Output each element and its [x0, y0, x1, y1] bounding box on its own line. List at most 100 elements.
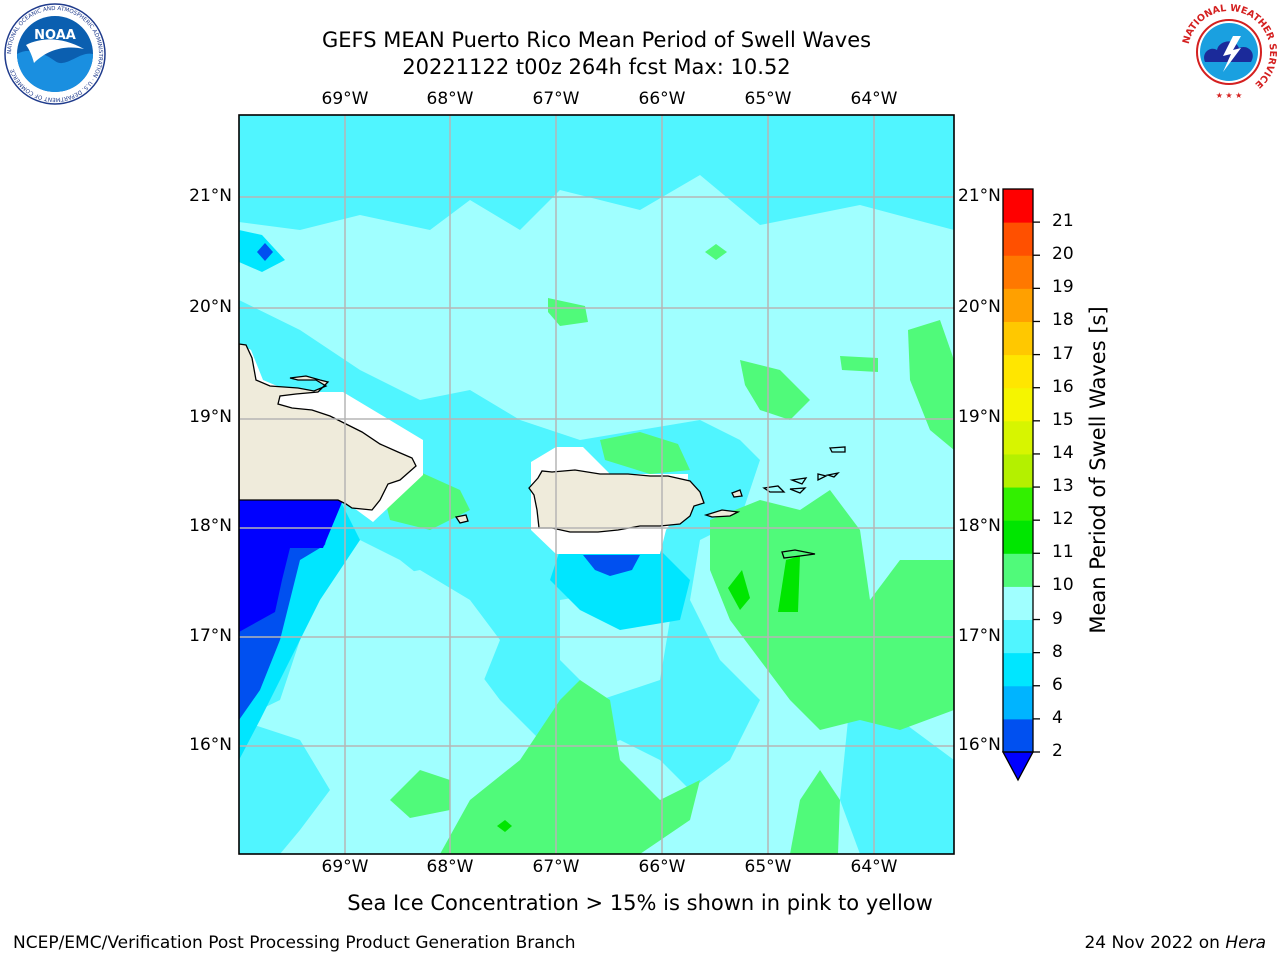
colorbar-swatch: [1003, 453, 1033, 488]
map-frame: [238, 114, 955, 855]
field-zone-9-10s: [908, 320, 954, 450]
colorbar-tick-label: 4: [1052, 707, 1063, 728]
field-zone-2-4s: [583, 555, 640, 576]
colorbar-tick-label: 2: [1052, 741, 1063, 761]
lat-label-right: 16°N: [958, 735, 1001, 755]
colorbar-swatch: [1003, 420, 1033, 455]
colorbar-tick-label: 20: [1052, 244, 1074, 265]
lon-label-top: 64°W: [850, 89, 898, 109]
colorbar-swatch: [1003, 685, 1033, 720]
field-zone-10-11s: [728, 570, 750, 610]
colorbar-tick-label: 11: [1052, 542, 1074, 563]
lon-label-bottom: 67°W: [532, 857, 580, 877]
field-zone-9-10s: [600, 432, 690, 474]
lat-label-left: 20°N: [189, 297, 232, 317]
lon-label-bottom: 65°W: [744, 857, 792, 877]
lat-label-right: 20°N: [958, 297, 1001, 317]
sea-ice-note: Sea Ice Concentration > 15% is shown in …: [347, 891, 933, 915]
colorbar-swatch: [1003, 387, 1033, 422]
lat-label-left: 21°N: [189, 186, 232, 206]
field-zone-8-9s: [300, 640, 380, 740]
lat-label-right: 18°N: [958, 516, 1001, 536]
colorbar-swatch: [1003, 255, 1033, 289]
lat-label-right: 19°N: [958, 407, 1001, 427]
vieques: [703, 509, 741, 518]
field-zone-10-11s: [497, 820, 512, 832]
map-title: GEFS MEAN Puerto Rico Mean Period of Swe…: [321, 28, 872, 52]
footer-date: 24 Nov 2022 on Hera: [1084, 933, 1266, 953]
colorbar-swatch: [1003, 354, 1033, 389]
swell-period-field: [239, 115, 954, 854]
colorbar-swatch: [1003, 487, 1033, 521]
colorbar-tick-label: 10: [1052, 575, 1074, 596]
hispaniola: [239, 343, 417, 511]
colorbar-label: Mean Period of Swell Waves [s]: [1086, 306, 1110, 634]
field-zone-10-11s: [778, 556, 800, 612]
svg-text:NOAA: NOAA: [34, 28, 76, 43]
colorbar-swatch: [1003, 718, 1033, 753]
field-zone-9-10s: [790, 770, 840, 854]
colorbar-swatch: [1003, 652, 1033, 687]
colorbar-frame: [1002, 188, 1034, 753]
nws-logo: NATIONAL WEATHER SERVICE ★ ★ ★: [1180, 3, 1278, 101]
field-zone-9-10s: [840, 356, 878, 372]
field-zone-9-10s: [740, 360, 810, 420]
field-zone-9-10s: [710, 490, 954, 730]
colorbar-tick-label: 6: [1052, 674, 1063, 695]
lon-label-bottom: 64°W: [850, 857, 898, 877]
colorbar-tick-label: 13: [1052, 476, 1074, 497]
lon-label-bottom: 69°W: [321, 857, 369, 877]
colorbar: [1001, 188, 1040, 782]
colorbar-tick-label: 19: [1052, 277, 1074, 298]
virgin-islands: [762, 446, 846, 559]
colorbar-swatch: [1003, 222, 1033, 256]
lat-label-left: 16°N: [189, 735, 232, 755]
colorbar-swatch: [1003, 586, 1033, 621]
colorbar-swatch: [1003, 520, 1033, 554]
lat-label-left: 18°N: [189, 516, 232, 536]
colorbar-tick-label: 18: [1052, 310, 1074, 331]
colorbar-swatch: [1003, 321, 1033, 356]
field-zone-under-2s: [239, 500, 343, 632]
graticule: [239, 115, 954, 854]
lon-label-top: 65°W: [744, 89, 792, 109]
colorbar-tick-label: 8: [1052, 641, 1063, 662]
lon-label-bottom: 68°W: [426, 857, 474, 877]
field-zone-9-10s: [548, 298, 588, 326]
field-zone-2-4s: [257, 243, 273, 261]
colorbar-extend-low: [1001, 751, 1035, 782]
lat-label-left: 17°N: [189, 626, 232, 646]
lon-label-top: 67°W: [532, 89, 580, 109]
colorbar-tick-label: 9: [1052, 608, 1063, 629]
field-zone-9-10s: [390, 770, 450, 818]
lon-label-top: 66°W: [638, 89, 686, 109]
field-zone-6-8s: [840, 700, 954, 854]
lat-label-right: 21°N: [958, 186, 1001, 206]
map-subtitle-forecast: 20221122 t00z 264h fcst Max: 10.52: [402, 55, 791, 79]
field-zone-6-8s: [239, 720, 330, 854]
colorbar-tick-label: 15: [1052, 409, 1074, 430]
svg-text:★ ★ ★: ★ ★ ★: [1216, 91, 1243, 100]
field-zone-9-10s: [440, 680, 700, 854]
footer-credit: NCEP/EMC/Verification Post Processing Pr…: [13, 933, 576, 953]
footer-host: Hera: [1225, 933, 1266, 953]
lat-label-right: 17°N: [958, 626, 1001, 646]
culebra: [731, 489, 743, 498]
colorbar-tick-label: 17: [1052, 343, 1074, 364]
lon-label-bottom: 66°W: [638, 857, 686, 877]
colorbar-tick-label: 14: [1052, 442, 1074, 463]
lat-label-left: 19°N: [189, 407, 232, 427]
field-zone-9-10s: [705, 244, 727, 260]
mona-island: [454, 514, 469, 524]
colorbar-swatch: [1003, 553, 1033, 587]
colorbar-tick-label: 12: [1052, 509, 1074, 530]
field-zone-6-8s: [239, 115, 954, 230]
colorbar-tick-label: 16: [1052, 376, 1074, 397]
field-zone-8-9s: [360, 570, 500, 700]
colorbar-swatch: [1003, 288, 1033, 322]
colorbar-swatch: [1003, 189, 1033, 223]
colorbar-tick-label: 21: [1052, 211, 1074, 232]
noaa-logo: NATIONAL OCEANIC AND ATMOSPHERIC ADMINIS…: [4, 3, 106, 105]
lon-label-top: 68°W: [426, 89, 474, 109]
